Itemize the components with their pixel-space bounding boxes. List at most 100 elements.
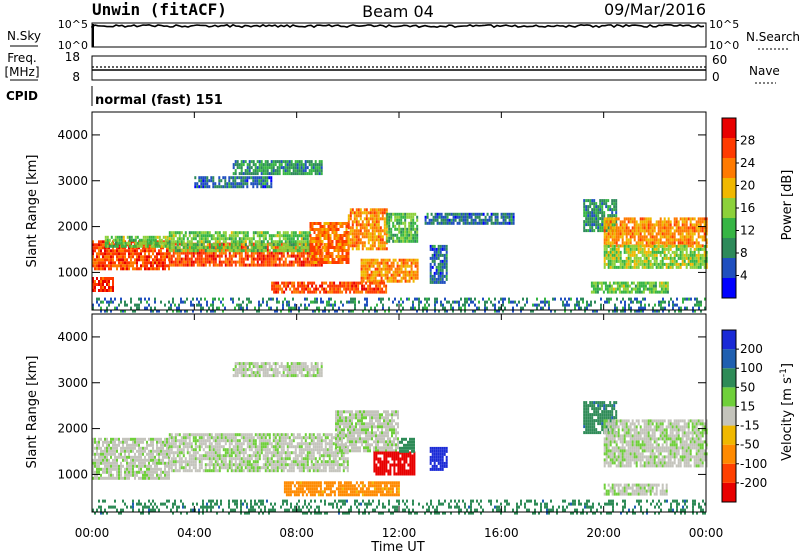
power-echo-cell: [683, 247, 686, 251]
power-echo-cell: [590, 281, 593, 285]
power-echo-cell: [116, 235, 119, 239]
power-echo-cell: [298, 249, 301, 253]
power-echo-cell: [108, 244, 111, 248]
power-echo-cell: [677, 226, 680, 230]
power-echo-cell: [282, 243, 285, 247]
power-echo-cell: [132, 261, 134, 265]
power-echo-cell: [583, 229, 586, 233]
power-echo-cell: [290, 260, 293, 264]
power-echo-cell: [286, 169, 289, 173]
power-echo-cell: [490, 218, 493, 222]
power-echo-cell: [162, 255, 164, 259]
power-colorbar-tick-label: 12: [740, 224, 755, 238]
power-echo-cell: [320, 160, 323, 164]
power-echo-cell: [298, 257, 301, 261]
power-echo-cell: [176, 243, 179, 247]
power-echo-cell: [379, 290, 382, 294]
power-echo-cell: [574, 306, 576, 310]
power-echo-cell: [431, 277, 434, 281]
power-echo-cell: [232, 182, 235, 186]
power-echo-cell: [337, 258, 340, 261]
power-echo-cell: [625, 217, 628, 221]
power-echo-cell: [368, 309, 370, 313]
power-echo-cell: [685, 262, 688, 266]
power-echo-cell: [665, 253, 668, 257]
power-echo-cell: [607, 241, 610, 245]
power-echo-cell: [116, 249, 118, 253]
velocity-echo-cell: [94, 464, 96, 468]
power-echo-cell: [272, 263, 275, 267]
velocity-echo-cell: [136, 440, 138, 444]
power-echo-cell: [412, 300, 414, 304]
power-echo-cell: [295, 290, 298, 294]
power-echo-cell: [343, 258, 346, 261]
power-echo-cell: [615, 199, 618, 203]
power-echo-cell: [669, 232, 672, 236]
power-echo-cell: [204, 176, 207, 180]
power-echo-cell: [351, 208, 354, 212]
power-echo-cell: [300, 246, 303, 250]
power-echo-cell: [333, 287, 336, 291]
power-echo-cell: [396, 236, 399, 240]
power-echo-cell: [433, 253, 436, 257]
power-echo-cell: [144, 264, 146, 268]
power-echo-cell: [689, 220, 692, 224]
power-echo-cell: [396, 267, 399, 271]
power-echo-cell: [293, 290, 296, 294]
power-echo-cell: [613, 262, 616, 266]
power-echo-cell: [353, 287, 356, 291]
power-echo-cell: [685, 250, 688, 254]
power-echo-cell: [564, 309, 566, 313]
power-echo-cell: [416, 270, 419, 274]
velocity-echo-cell: [108, 440, 110, 444]
power-echo-cell: [448, 221, 451, 225]
power-echo-cell: [648, 287, 651, 291]
power-echo-cell: [661, 223, 664, 227]
velocity-echo-cell: [114, 446, 116, 450]
power-echo-cell: [294, 306, 296, 310]
power-echo-cell: [637, 244, 640, 248]
power-echo-cell: [669, 262, 672, 266]
power-echo-cell: [294, 243, 297, 247]
power-echo-cell: [120, 244, 123, 248]
power-echo-cell: [170, 234, 173, 238]
power-echo-cell: [429, 268, 432, 272]
power-echo-cell: [192, 309, 194, 313]
power-echo-cell: [472, 212, 475, 216]
power-echo-cell: [412, 233, 415, 237]
velocity-echo-cell: [134, 473, 136, 477]
power-echo-cell: [460, 309, 462, 313]
power-echo-cell: [666, 290, 669, 294]
power-echo-cell: [482, 212, 485, 216]
power-echo-cell: [374, 276, 377, 280]
power-echo-cell: [699, 247, 702, 251]
power-echo-cell: [418, 306, 420, 310]
power-echo-cell: [652, 284, 655, 288]
power-echo-cell: [635, 226, 638, 230]
power-echo-cell: [424, 221, 427, 225]
power-echo-cell: [458, 306, 460, 310]
power-echo-cell: [108, 252, 110, 256]
power-echo-cell: [440, 300, 442, 304]
power-echo-cell: [281, 287, 284, 291]
power-echo-cell: [116, 264, 118, 268]
power-echo-cell: [703, 253, 706, 257]
velocity-echo-cell: [120, 452, 122, 456]
power-echo-cell: [443, 265, 446, 269]
power-echo-cell: [607, 235, 610, 239]
power-echo-cell: [482, 221, 485, 225]
power-echo-cell: [655, 223, 658, 227]
power-echo-cell: [274, 172, 277, 176]
power-echo-cell: [315, 246, 318, 249]
power-echo-cell: [328, 303, 330, 307]
power-echo-cell: [691, 262, 694, 266]
velocity-echo-cell: [100, 476, 102, 480]
power-echo-cell: [474, 218, 477, 222]
power-echo-cell: [681, 232, 684, 236]
power-echo-cell: [327, 231, 330, 234]
velocity-echo-cell: [130, 449, 132, 453]
power-echo-cell: [414, 230, 417, 234]
power-echo-cell: [603, 253, 606, 257]
power-echo-cell: [230, 185, 233, 189]
power-echo-cell: [319, 290, 322, 294]
